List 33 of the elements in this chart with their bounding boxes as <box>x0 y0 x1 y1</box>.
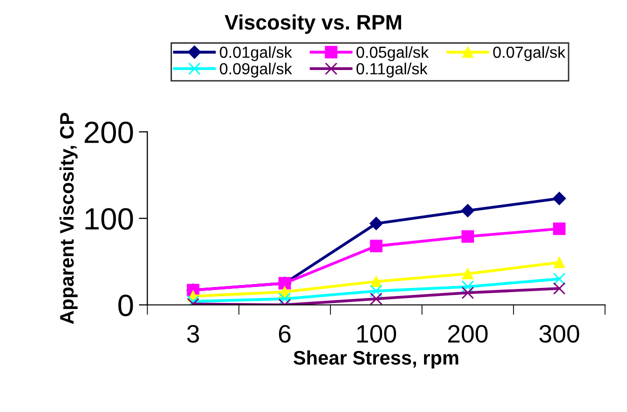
x-tick-label: 200 <box>448 324 488 343</box>
x-tick-label: 3 <box>187 324 199 343</box>
point <box>461 286 474 300</box>
y-tick-label: 100 <box>86 208 133 230</box>
y-tick-label: 200 <box>84 122 133 144</box>
legend-label: 0.11gal/sk <box>356 62 428 78</box>
point <box>461 280 474 293</box>
chart-title: Viscosity vs. RPM <box>224 14 402 34</box>
point <box>553 282 566 295</box>
x-tick-label: 300 <box>539 324 580 343</box>
point <box>370 276 382 288</box>
point <box>552 192 566 206</box>
point <box>370 216 383 230</box>
point <box>461 230 474 243</box>
legend-label: 0.09gal/sk <box>220 62 292 78</box>
y-tick-label: 0 <box>118 294 133 316</box>
point <box>554 256 565 268</box>
point <box>462 268 474 280</box>
point <box>553 222 566 235</box>
x-axis-title: Shear Stress, rpm <box>294 350 458 369</box>
legend-label: 0.01gal/sk <box>220 46 292 62</box>
legend-label: 0.05gal/sk <box>356 46 429 62</box>
x-tick-label: 100 <box>357 324 396 343</box>
point <box>186 295 200 305</box>
point <box>370 240 382 252</box>
x-tick-label: 6 <box>278 324 291 343</box>
point <box>553 272 566 286</box>
y-axis-title: Apparent Viscosity, CP <box>59 112 78 324</box>
point <box>370 292 382 305</box>
legend-label: 0.07gal/sk <box>493 46 566 62</box>
point <box>370 284 382 298</box>
point <box>278 292 291 305</box>
point <box>461 204 474 218</box>
